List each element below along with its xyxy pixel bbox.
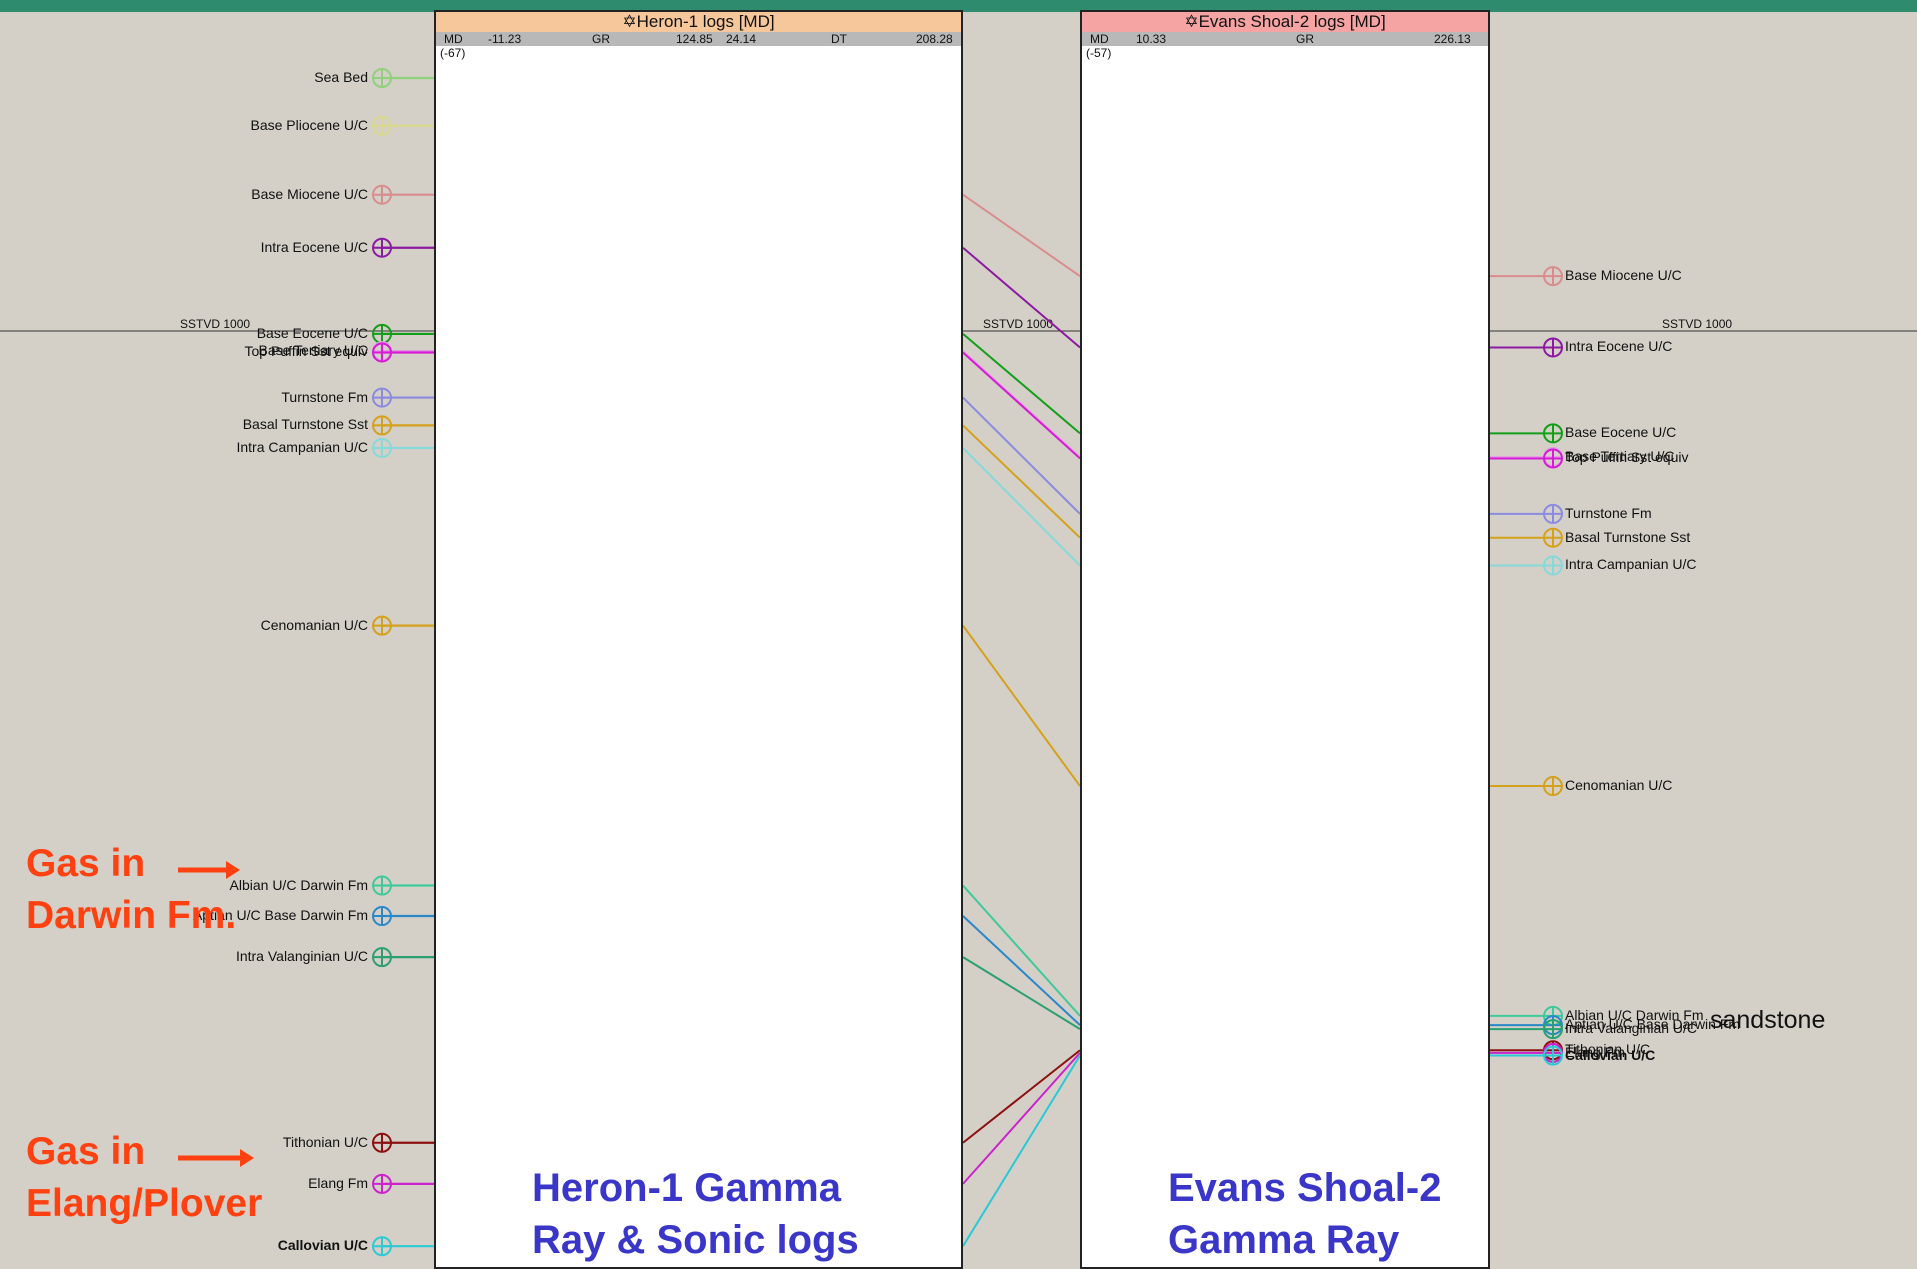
evans-caption-line-1: Evans Shoal-2 — [1168, 1166, 1442, 1210]
evans-gr-min: 10.33 — [1136, 32, 1167, 46]
evans-caption: Evans Shoal-2 Gamma Ray — [1168, 1162, 1441, 1266]
evans-gr-max: 226.13 — [1434, 32, 1471, 46]
heron-gr-max: 124.85 — [676, 32, 713, 46]
gas-elang-line-1: Gas in — [26, 1130, 146, 1173]
marker-correlation-line-4 — [962, 333, 1081, 435]
marker-label-right: Turnstone Fm — [1565, 504, 1652, 521]
heron-dt-max: 208.28 — [916, 32, 953, 46]
marker-correlation-line-14 — [962, 1049, 1081, 1144]
gas-elang-annotation: Gas in Elang/Plover — [26, 1126, 262, 1230]
marker-label-left: Top Puffin Sst equiv — [244, 343, 368, 360]
marker-correlation-line-13 — [962, 956, 1081, 1030]
title-band — [0, 0, 1917, 12]
marker-label-right: Elang Fm — [1565, 1043, 1625, 1060]
marker-label-right: Intra Eocene U/C — [1565, 338, 1673, 355]
evans-panel-title: ✡Evans Shoal-2 logs [MD] — [1082, 12, 1488, 32]
marker-correlation-line-16 — [962, 1055, 1081, 1247]
marker-correlation-line-2 — [962, 193, 1081, 277]
marker-label-right: Base Eocene U/C — [1565, 424, 1677, 441]
evans-top-value: (-57) — [1086, 46, 1112, 60]
middle-datum-label: SSTVD 1000 — [983, 317, 1053, 331]
marker-label-left: Callovian U/C — [277, 1237, 368, 1254]
marker-label-left: Tithonian U/C — [282, 1133, 368, 1150]
heron-dt-name: DT — [831, 32, 847, 46]
marker-label-left: Basal Turnstone Sst — [242, 416, 368, 433]
heron-track-header: MD -11.23 GR 124.85 24.14 DT 208.28 — [436, 32, 961, 46]
marker-correlation-line-8 — [962, 424, 1081, 539]
marker-label-left: Sea Bed — [314, 69, 368, 85]
marker-label-left: Base Miocene U/C — [251, 185, 368, 202]
gas-elang-line-2: Elang/Plover — [26, 1182, 263, 1225]
marker-correlation-line-10 — [962, 625, 1081, 787]
marker-label-left: Albian U/C Darwin Fm — [229, 876, 368, 893]
right-datum-label: SSTVD 1000 — [1662, 317, 1732, 331]
marker-label-left: Turnstone Fm — [281, 388, 368, 405]
heron-title-text: Heron-1 logs [MD] — [636, 12, 775, 31]
heron-caption-line-2: Ray & Sonic logs — [532, 1218, 859, 1262]
marker-label-right: Base Miocene U/C — [1565, 267, 1682, 284]
heron-gr-min: -11.23 — [488, 32, 522, 46]
marker-label-right: Intra Campanian U/C — [1565, 556, 1697, 573]
marker-label-right: Base Tertiary U/C — [1565, 448, 1675, 465]
marker-label-left: Base Pliocene U/C — [250, 116, 368, 133]
marker-correlation-line-7 — [962, 396, 1081, 515]
gas-darwin-annotation: Gas in Darwin Fm. — [26, 838, 236, 942]
gas-elang-arrow-icon — [240, 1149, 254, 1167]
gas-darwin-arrow-icon — [226, 861, 240, 879]
evans-caption-line-2: Gamma Ray — [1168, 1218, 1400, 1262]
evans-md-label: MD — [1090, 32, 1109, 46]
marker-label-left: Intra Valanginian U/C — [235, 948, 368, 965]
heron-log-panel: ✡Heron-1 logs [MD] MD -11.23 GR 124.85 2… — [434, 10, 963, 1269]
settings-gear-icon: ✡ — [1184, 12, 1199, 31]
heron-gr-name: GR — [592, 32, 610, 46]
marker-label-right: Top Puffin Sst equiv — [1565, 449, 1689, 466]
marker-label-left: Base Tertiary U/C — [258, 342, 368, 359]
marker-label-right: Callovian U/C — [1565, 1046, 1656, 1063]
settings-gear-icon: ✡ — [622, 12, 637, 31]
marker-label-left: Base Eocene U/C — [256, 324, 368, 341]
marker-correlation-line-3 — [962, 246, 1081, 349]
evans-track-header: MD 10.33 GR 226.13 — [1082, 32, 1488, 46]
marker-correlation-line-11 — [962, 884, 1081, 1017]
marker-label-right: Aptian U/C Base Darwin Fm — [1565, 1016, 1741, 1033]
marker-correlation-line-12 — [962, 915, 1081, 1026]
marker-label-left: Intra Eocene U/C — [260, 238, 368, 255]
heron-dt-min: 24.14 — [726, 32, 757, 46]
heron-md-label: MD — [444, 32, 463, 46]
marker-correlation-line-6 — [962, 351, 1081, 460]
marker-label-left: Aptian U/C Base Darwin Fm — [192, 907, 368, 924]
marker-label-right: Basal Turnstone Sst — [1565, 528, 1691, 545]
marker-label-left: Elang Fm — [308, 1174, 368, 1191]
heron-caption-line-1: Heron-1 Gamma — [532, 1166, 841, 1210]
marker-label-left: Intra Campanian U/C — [236, 438, 368, 455]
heron-caption: Heron-1 Gamma Ray & Sonic logs — [532, 1162, 859, 1266]
marker-label-right: Cenomanian U/C — [1565, 777, 1673, 794]
heron-top-value: (-67) — [440, 46, 466, 60]
sandstone-note: sandstone — [1710, 1006, 1826, 1034]
evans-log-panel: ✡Evans Shoal-2 logs [MD] MD 10.33 GR 226… — [1080, 10, 1490, 1269]
marker-label-right: Albian U/C Darwin Fm — [1565, 1006, 1704, 1023]
marker-correlation-line-9 — [962, 447, 1081, 567]
evans-title-text: Evans Shoal-2 logs [MD] — [1198, 12, 1386, 31]
gas-darwin-line-1: Gas in — [26, 842, 146, 885]
left-datum-label: SSTVD 1000 — [180, 317, 250, 331]
marker-correlation-line-15 — [962, 1052, 1081, 1185]
marker-label-left: Cenomanian U/C — [260, 616, 368, 633]
marker-label-right: Intra Valanginian U/C — [1565, 1020, 1698, 1037]
gas-darwin-line-2: Darwin Fm. — [26, 894, 237, 937]
heron-panel-title: ✡Heron-1 logs [MD] — [436, 12, 961, 32]
evans-gr-name: GR — [1296, 32, 1314, 46]
marker-label-right: Tithonian U/C — [1565, 1041, 1651, 1058]
